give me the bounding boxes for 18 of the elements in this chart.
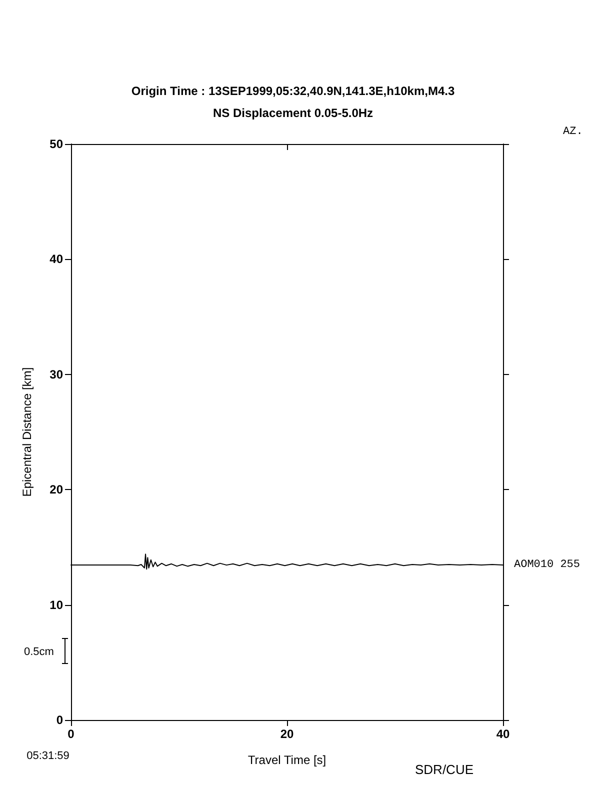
x-tick-label: 0 <box>68 727 75 741</box>
y-tick-label: 50 <box>50 137 64 151</box>
y-tick-label: 20 <box>50 482 64 497</box>
y-tick-label: 0 <box>56 713 64 727</box>
y-tick-label: 40 <box>50 252 64 266</box>
text: 05:31:59 <box>26 750 70 762</box>
annotation: AOM010 255 <box>514 559 580 572</box>
x-tick-label: 20 <box>280 727 294 741</box>
text: 0.5cm <box>24 646 54 658</box>
y-axis-title: Epicentral Distance [km] <box>20 367 34 497</box>
chart-title: Origin Time : 13SEP1999,05:32,40.9N,141.3E,h10km,M4.3 <box>131 84 455 98</box>
x-tick-label: 40 <box>496 727 510 741</box>
y-tick-label: 30 <box>50 367 64 382</box>
y-tick-label: 10 <box>50 598 64 612</box>
x-axis-title: Travel Time [s] <box>248 753 326 767</box>
chart-subtitle: NS Displacement 0.05-5.0Hz <box>212 106 374 120</box>
text: SDR/CUE <box>415 762 474 777</box>
text: AZ. <box>563 126 583 138</box>
